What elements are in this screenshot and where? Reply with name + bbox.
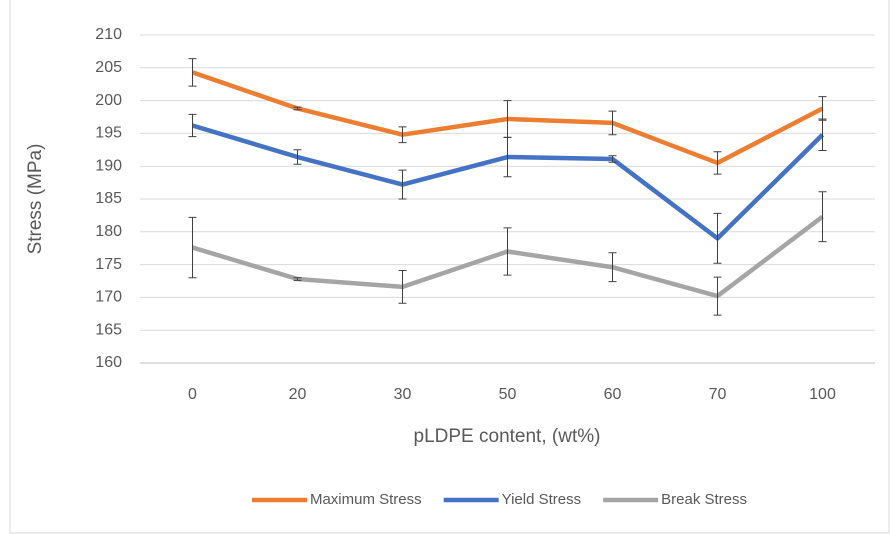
legend-label: Maximum Stress (310, 491, 422, 508)
legend-label: Yield Stress (502, 491, 581, 508)
error-bar (608, 155, 617, 163)
error-bar (608, 110, 617, 136)
error-bar (818, 118, 827, 151)
legend-label: Break Stress (661, 491, 747, 508)
error-bar (293, 149, 302, 165)
y-tick-label: 170 (95, 289, 122, 306)
y-tick-label: 190 (95, 157, 122, 174)
y-tick-label: 200 (95, 92, 122, 109)
x-tick-label: 30 (394, 386, 412, 403)
y-tick-label: 180 (95, 223, 122, 240)
error-bar (293, 277, 302, 281)
y-tick-label: 195 (95, 125, 122, 142)
error-bar (188, 58, 197, 87)
error-bar (188, 216, 197, 279)
x-tick-label: 70 (709, 386, 727, 403)
error-bar (293, 106, 302, 111)
y-tick-label: 205 (95, 59, 122, 76)
error-bar (398, 169, 407, 200)
y-axis-title: Stress (MPa) (25, 144, 46, 255)
x-tick-label: 60 (604, 386, 622, 403)
chart-frame (9, 0, 890, 534)
error-bar (188, 113, 197, 138)
error-bar (503, 227, 512, 276)
x-tick-label: 100 (809, 386, 836, 403)
error-bar (818, 191, 827, 243)
error-bar (713, 151, 722, 175)
x-tick-label: 50 (499, 386, 517, 403)
error-bar (608, 252, 617, 283)
error-bar (713, 276, 722, 316)
y-tick-label: 165 (95, 321, 122, 338)
error-bar (398, 270, 407, 304)
y-tick-label: 175 (95, 256, 122, 273)
error-bar (398, 126, 407, 144)
y-tick-label: 185 (95, 190, 122, 207)
y-tick-label: 210 (95, 26, 122, 43)
error-bar (503, 136, 512, 178)
x-axis-title: pLDPE content, (wt%) (414, 426, 601, 447)
x-tick-label: 0 (188, 386, 197, 403)
y-tick-label: 160 (95, 354, 122, 371)
x-tick-label: 20 (289, 386, 307, 403)
error-bar (713, 212, 722, 264)
